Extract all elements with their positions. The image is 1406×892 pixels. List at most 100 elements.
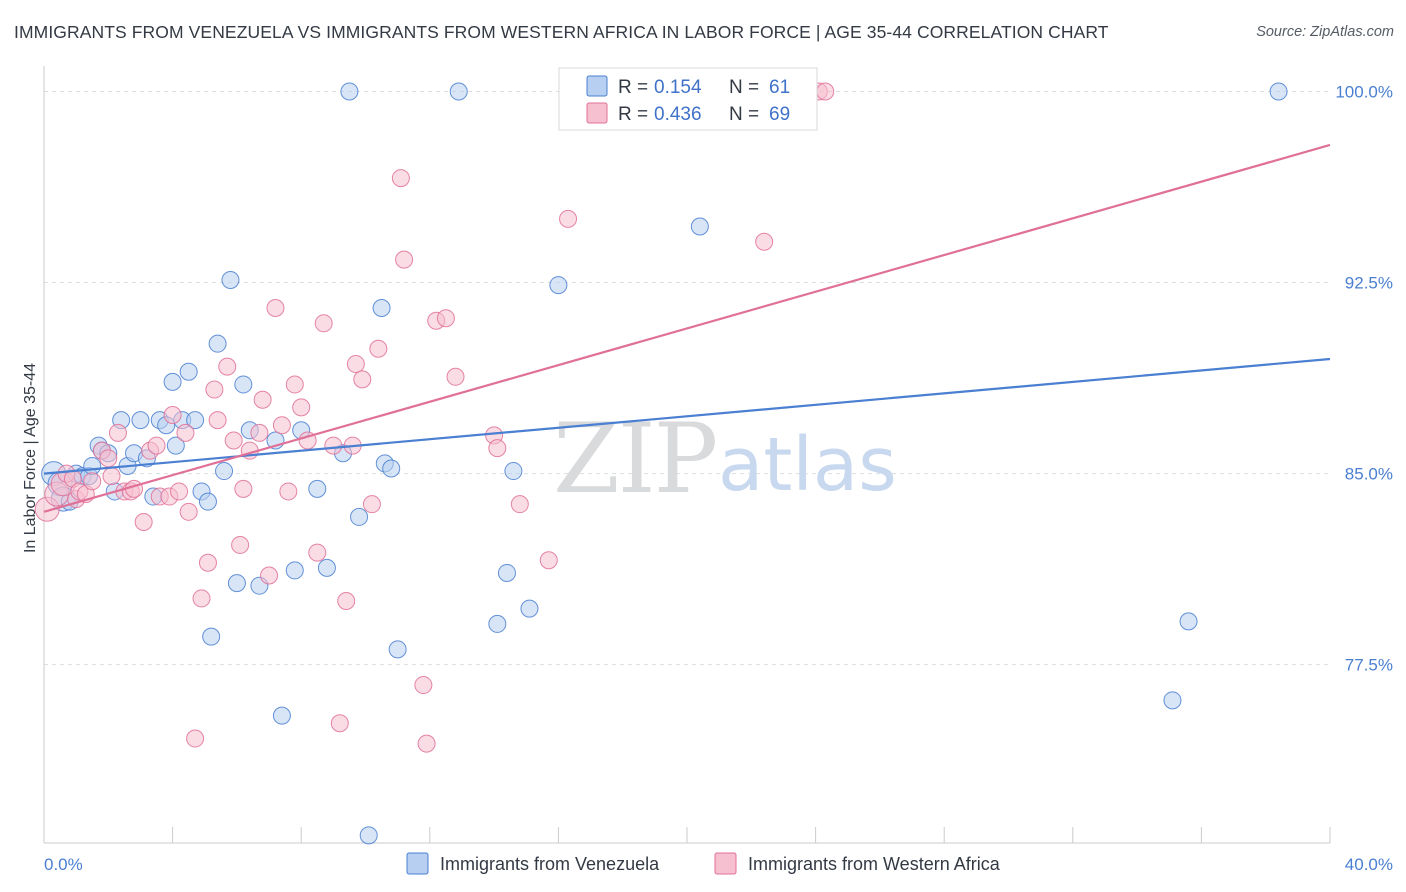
point-venezuela <box>449 82 468 101</box>
point-venezuela <box>350 507 369 526</box>
point-venezuela <box>215 462 234 481</box>
x-tick-label: 0.0% <box>44 855 83 874</box>
point-western-africa <box>218 357 237 376</box>
point-western-africa <box>170 482 189 501</box>
bottom-legend-label-venezuela: Immigrants from Venezuela <box>440 854 660 874</box>
point-venezuela <box>504 462 523 481</box>
point-venezuela <box>234 375 253 394</box>
point-venezuela <box>1179 612 1198 631</box>
y-axis-label: In Labor Force | Age 35-44 <box>22 363 39 553</box>
point-venezuela <box>186 411 205 430</box>
point-western-africa <box>176 423 195 442</box>
trendline-venezuela <box>43 357 1331 475</box>
point-venezuela <box>488 614 507 633</box>
point-venezuela <box>272 706 291 725</box>
bottom-legend-label-western-africa: Immigrants from Western Africa <box>748 854 1001 874</box>
point-venezuela <box>1163 691 1182 710</box>
point-venezuela <box>221 270 240 289</box>
point-western-africa <box>353 370 372 389</box>
legend-swatch-venezuela <box>586 75 608 97</box>
watermark: ZIP atlas <box>553 403 897 515</box>
point-western-africa <box>179 502 198 521</box>
trendlines <box>43 143 1331 513</box>
x-tick-label: 40.0% <box>1345 855 1393 874</box>
point-western-africa <box>446 367 465 386</box>
point-western-africa <box>163 406 182 425</box>
point-venezuela <box>317 558 336 577</box>
point-western-africa <box>231 535 250 554</box>
point-western-africa <box>234 479 253 498</box>
point-western-africa <box>208 411 227 430</box>
y-tick-label: 100.0% <box>1335 82 1393 101</box>
point-western-africa <box>198 553 217 572</box>
point-venezuela <box>163 372 182 391</box>
point-western-africa <box>391 169 410 188</box>
point-venezuela <box>520 599 539 618</box>
point-western-africa <box>99 449 118 468</box>
point-venezuela <box>549 276 568 295</box>
point-western-africa <box>186 729 205 748</box>
point-western-africa <box>83 472 102 491</box>
point-western-africa <box>369 339 388 358</box>
chart-title: IMMIGRANTS FROM VENEZUELA VS IMMIGRANTS … <box>14 22 1109 42</box>
legend-n-value-venezuela: 61 <box>769 77 790 98</box>
point-venezuela <box>382 459 401 478</box>
bottom-legend-swatch-venezuela <box>406 852 429 875</box>
point-western-africa <box>330 714 349 733</box>
point-venezuela <box>1269 82 1288 101</box>
point-venezuela <box>83 456 102 475</box>
point-western-africa <box>755 232 774 251</box>
source-label: Source: ZipAtlas.com <box>1256 24 1394 40</box>
point-venezuela <box>340 82 359 101</box>
point-western-africa <box>362 495 381 514</box>
legend-swatch-western-africa <box>586 102 608 124</box>
point-western-africa <box>272 416 291 435</box>
point-western-africa <box>250 423 269 442</box>
point-western-africa <box>324 436 343 455</box>
point-western-africa <box>559 209 578 228</box>
point-western-africa <box>488 439 507 458</box>
legend-n-label-venezuela: N = <box>729 77 759 98</box>
point-western-africa <box>192 589 211 608</box>
y-tick-labels: 77.5% 85.0% 92.5% 100.0% <box>1335 82 1393 674</box>
point-western-africa <box>253 390 272 409</box>
legend-r-label-western-africa: R = <box>618 104 648 125</box>
point-western-africa <box>224 431 243 450</box>
y-tick-label: 77.5% <box>1345 656 1393 675</box>
point-western-africa <box>102 467 121 486</box>
point-venezuela <box>227 574 246 593</box>
point-western-africa <box>134 513 153 532</box>
point-western-africa <box>395 250 414 269</box>
point-venezuela <box>690 217 709 236</box>
point-western-africa <box>816 82 835 101</box>
y-tick-label: 92.5% <box>1345 274 1393 293</box>
point-western-africa <box>417 734 436 753</box>
point-venezuela <box>497 563 516 582</box>
point-western-africa <box>279 482 298 501</box>
legend-n-value-western-africa: 69 <box>769 104 790 125</box>
point-western-africa <box>337 591 356 610</box>
point-venezuela <box>388 640 407 659</box>
point-venezuela <box>308 479 327 498</box>
trendline-western-africa <box>43 143 1331 513</box>
point-western-africa <box>510 495 529 514</box>
point-venezuela <box>359 826 378 845</box>
point-western-africa <box>539 551 558 570</box>
legend-r-value-venezuela: 0.154 <box>654 77 702 98</box>
legend-r-value-western-africa: 0.436 <box>654 104 702 125</box>
x-tick-labels: 0.0% 40.0% <box>44 855 1393 874</box>
point-venezuela <box>202 627 221 646</box>
point-venezuela <box>166 436 185 455</box>
point-western-africa <box>205 380 224 399</box>
point-western-africa <box>436 309 455 328</box>
point-western-africa <box>285 375 304 394</box>
point-western-africa <box>414 676 433 695</box>
point-venezuela <box>372 299 391 318</box>
point-venezuela <box>179 362 198 381</box>
watermark-atlas: atlas <box>718 422 897 508</box>
point-western-africa <box>292 398 311 417</box>
point-western-africa <box>346 355 365 374</box>
point-western-africa <box>266 299 285 318</box>
legend-n-label-western-africa: N = <box>729 104 759 125</box>
